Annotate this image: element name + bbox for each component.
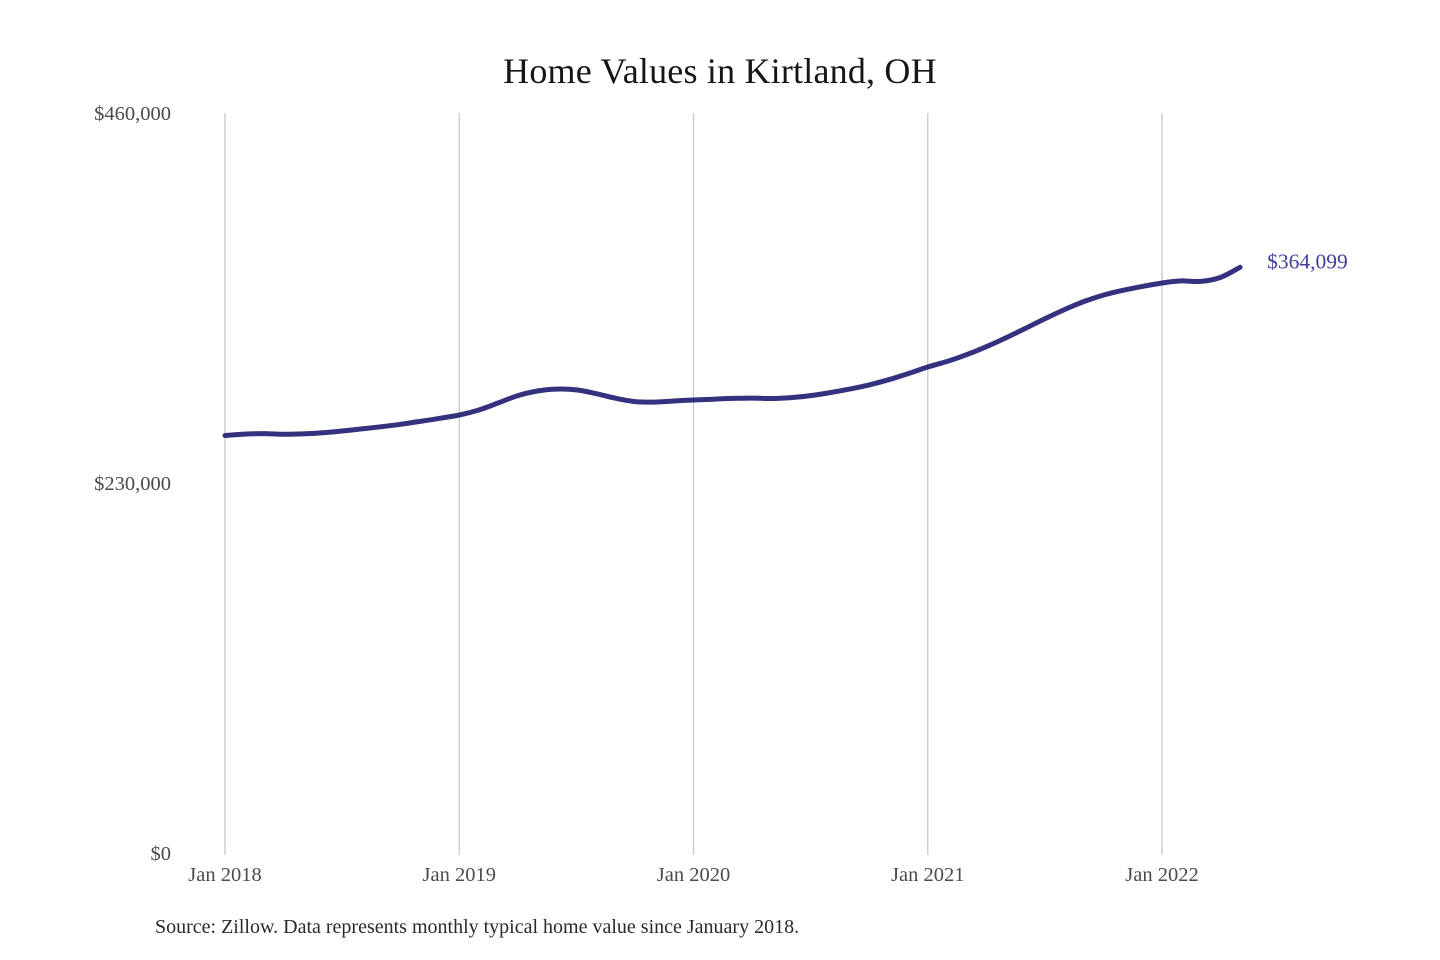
y-tick-label: $230,000 [94,473,171,495]
x-tick-label: Jan 2018 [188,864,261,886]
current-value-label: $364,099 [1267,249,1348,273]
x-tick-label: Jan 2022 [1125,864,1198,886]
chart-title: Home Values in Kirtland, OH [503,51,937,91]
source-note: Source: Zillow. Data represents monthly … [155,916,800,938]
x-tick-label: Jan 2020 [657,864,730,886]
y-tick-label: $460,000 [94,103,171,125]
x-tick-label: Jan 2019 [423,864,496,886]
y-tick-label: $0 [151,843,172,865]
price-line [222,264,1243,438]
x-tick-label: Jan 2021 [891,864,964,886]
